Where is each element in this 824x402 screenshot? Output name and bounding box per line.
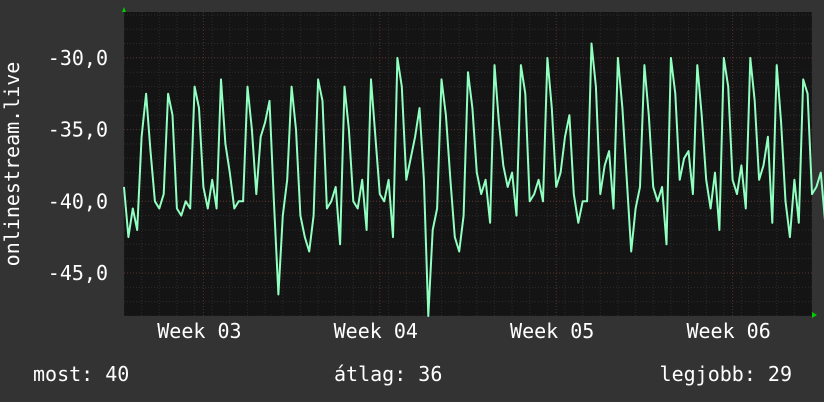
y-axis-label: onlinestream.live xyxy=(0,62,24,267)
footer-current-value: most: 40 xyxy=(33,362,130,386)
y-axis-arrow xyxy=(122,7,126,12)
y-tick-label: -45,0 xyxy=(48,261,108,285)
x-tick-label: Week 04 xyxy=(334,319,418,343)
x-tick-labels: Week 03 Week 04 Week 05 Week 06 xyxy=(157,319,771,343)
x-axis-arrow xyxy=(812,312,817,318)
footer-average-value: átlag: 36 xyxy=(334,362,443,386)
plot-area xyxy=(124,12,812,316)
x-tick-label: Week 05 xyxy=(510,319,594,343)
y-tick-label: -40,0 xyxy=(48,189,108,213)
y-tick-label: -35,0 xyxy=(48,118,108,142)
series-line xyxy=(123,42,824,317)
x-tick-label: Week 06 xyxy=(686,319,770,343)
x-tick-label: Week 03 xyxy=(157,319,241,343)
y-tick-labels: -30,0 -35,0 -40,0 -45,0 xyxy=(48,46,108,285)
y-tick-label: -30,0 xyxy=(48,46,108,70)
footer-best-value: legjobb: 29 xyxy=(659,362,792,386)
